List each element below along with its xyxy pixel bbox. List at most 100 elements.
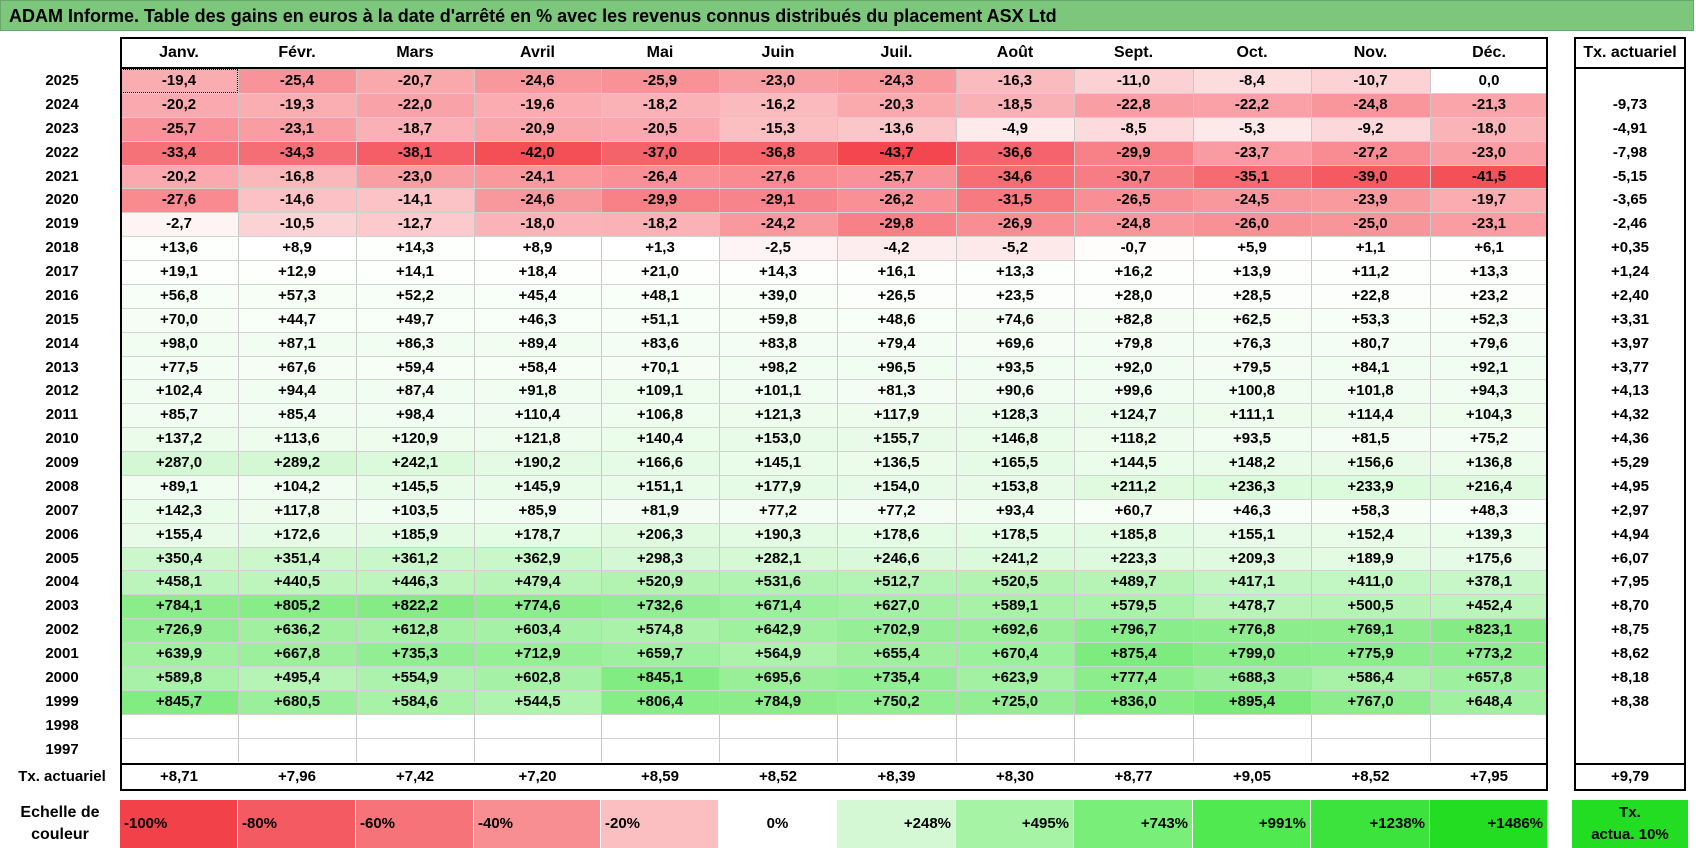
heatmap-cell: +110,4 [474, 403, 601, 428]
actuarial-rate-value: -9,73 [1612, 95, 1648, 113]
actuarial-rate-value: +8,62 [1611, 645, 1649, 663]
heatmap-cell: +289,2 [238, 451, 356, 475]
actuarial-rate-value: +4,32 [1611, 406, 1649, 424]
heatmap-cell: +236,3 [1193, 474, 1311, 499]
heatmap-cell: +98,4 [356, 403, 474, 428]
heatmap-cell: +845,1 [601, 666, 719, 690]
heatmap-cell: +109,1 [601, 379, 719, 404]
heatmap-cell: -34,6 [956, 164, 1074, 189]
year-label: 2007 [45, 501, 79, 519]
legend-color-stop: -20% [601, 800, 719, 848]
actuarial-rate-value: +2,40 [1611, 286, 1649, 304]
grid-line [120, 546, 1548, 548]
actuarial-rate-value: +8,38 [1611, 692, 1649, 710]
heatmap-cell: +190,2 [474, 451, 601, 475]
heatmap-cell: +79,4 [837, 331, 956, 356]
heatmap-cell [356, 737, 474, 762]
heatmap-cell: +190,3 [719, 522, 837, 547]
heatmap-cell: +175,6 [1430, 546, 1548, 571]
heatmap-cell: +14,1 [356, 260, 474, 284]
grid-line [120, 212, 1548, 214]
heatmap-cell [1193, 713, 1311, 738]
heatmap-cell: +94,3 [1430, 379, 1548, 404]
heatmap-cell: +489,7 [1074, 570, 1193, 595]
actuarial-rate-value: +4,13 [1611, 382, 1649, 400]
heatmap-cell: +102,4 [120, 379, 238, 404]
heatmap-cell: +512,7 [837, 570, 956, 595]
heatmap-cell: +784,9 [719, 689, 837, 714]
grid-line [956, 69, 957, 762]
grid-line [120, 236, 1548, 238]
column-header: Févr. [278, 44, 316, 61]
actuarial-rate-value: +4,36 [1611, 430, 1649, 448]
actuarial-rate-value: +4,94 [1611, 525, 1649, 543]
grid-line [120, 260, 1548, 262]
heatmap-cell: +152,4 [1311, 522, 1430, 547]
legend-color-stop: -100% [120, 800, 238, 848]
year-label: 2015 [45, 310, 79, 328]
heatmap-cell: +177,9 [719, 474, 837, 499]
heatmap-cell: +75,2 [1430, 427, 1548, 452]
heatmap-cell: +655,4 [837, 642, 956, 666]
heatmap-cell: -29,8 [837, 212, 956, 237]
heatmap-cell: +76,3 [1193, 331, 1311, 356]
heatmap-cell [1074, 713, 1193, 738]
heatmap-cell: +99,6 [1074, 379, 1193, 404]
heatmap-cell: +14,3 [356, 236, 474, 261]
heatmap-cell: +735,4 [837, 666, 956, 690]
actuarial-rate-value: -5,15 [1612, 167, 1648, 185]
column-header: Janv. [159, 44, 199, 61]
heatmap-cell: +92,0 [1074, 355, 1193, 380]
legend-color-stop: +495% [956, 800, 1074, 848]
heatmap-cell: +139,3 [1430, 522, 1548, 547]
grid-line [120, 737, 1548, 739]
heatmap-cell [1430, 737, 1548, 762]
heatmap-cell: -4,2 [837, 236, 956, 261]
heatmap-cell: -24,5 [1193, 188, 1311, 213]
heatmap-cell: +242,1 [356, 451, 474, 475]
grid-line [120, 379, 1548, 381]
actuarial-rate-value: -4,91 [1612, 119, 1648, 137]
heatmap-cell: -18,0 [474, 212, 601, 237]
heatmap-cell [1311, 737, 1430, 762]
heatmap-cell: +776,8 [1193, 618, 1311, 643]
year-label: 2024 [45, 95, 79, 113]
heatmap-cell: +895,4 [1193, 689, 1311, 714]
year-label: 2017 [45, 263, 79, 281]
footer-value: +7,95 [1470, 768, 1508, 785]
footer-value: +9,05 [1233, 768, 1271, 785]
heatmap-cell: 0,0 [1430, 69, 1548, 93]
grid-line [120, 474, 1548, 476]
heatmap-cell: +784,1 [120, 594, 238, 619]
legend-color-stop: +1238% [1311, 800, 1430, 848]
actuarial-rate-value: +2,97 [1611, 501, 1649, 519]
heatmap-cell [956, 713, 1074, 738]
grid-line [120, 689, 1548, 691]
heatmap-cell: +28,0 [1074, 283, 1193, 308]
actuarial-rate-value [1574, 738, 1686, 762]
legend-color-stop: +743% [1074, 800, 1193, 848]
heatmap-cell: +124,7 [1074, 403, 1193, 428]
heatmap-cell: -10,7 [1311, 69, 1430, 93]
heatmap-cell: +446,3 [356, 570, 474, 595]
heatmap-cell: -23,7 [1193, 140, 1311, 165]
grid-line [120, 498, 1548, 500]
heatmap-cell: -29,1 [719, 188, 837, 213]
heatmap-cell: +103,5 [356, 498, 474, 523]
grid-line [238, 69, 239, 762]
column-header: Juin [761, 44, 795, 61]
heatmap-cell: +83,6 [601, 331, 719, 356]
actuarial-rate-value: +6,07 [1611, 549, 1649, 567]
heatmap-cell: +81,3 [837, 379, 956, 404]
heatmap-cell: +56,8 [120, 283, 238, 308]
grid-line [120, 451, 1548, 453]
heatmap-cell [474, 737, 601, 762]
heatmap-cell: +211,2 [1074, 474, 1193, 499]
heatmap-cell: -14,6 [238, 188, 356, 213]
heatmap-cell: +735,3 [356, 642, 474, 666]
heatmap-cell: +67,6 [238, 355, 356, 380]
legend-reference-line1: Tx. [1619, 804, 1641, 821]
grid-line [120, 666, 1548, 667]
heatmap-cell [1193, 737, 1311, 762]
heatmap-cell: -4,9 [956, 116, 1074, 141]
